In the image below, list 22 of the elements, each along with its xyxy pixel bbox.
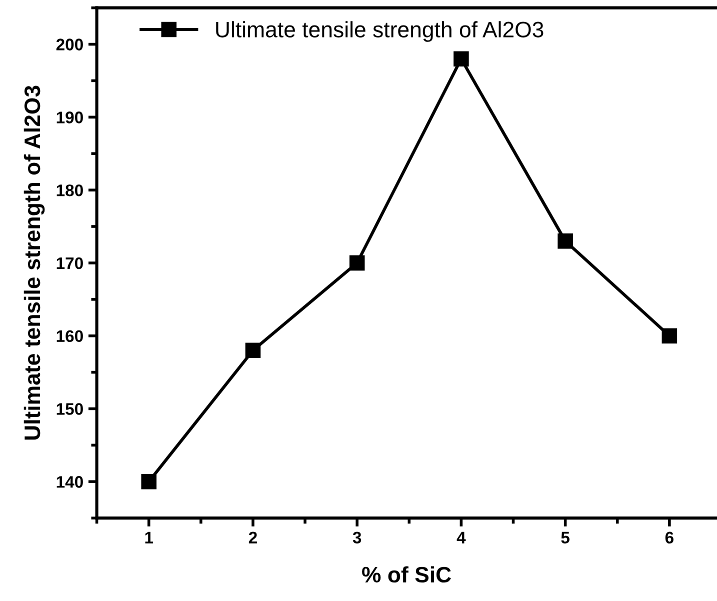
point <box>349 255 365 271</box>
x-tick-label: 5 <box>561 532 570 544</box>
y-tick-label: 160 <box>56 330 83 342</box>
x-tick-label: 3 <box>352 532 362 544</box>
y-axis-title: Ultimate tensile strength of Al2O3 <box>24 86 45 440</box>
legend-label: Ultimate tensile strength of Al2O3 <box>216 21 544 42</box>
point <box>454 51 469 66</box>
y-tick-label: 190 <box>56 112 83 124</box>
x-tick-label: 2 <box>248 532 257 544</box>
point <box>245 342 261 358</box>
point <box>558 233 573 249</box>
x-axis-title: % of SiC <box>362 566 451 583</box>
x-tick-label: 4 <box>456 532 466 544</box>
x-tick-label: 1 <box>145 532 154 544</box>
x-tick-label: 6 <box>665 532 674 544</box>
y-tick-label: 200 <box>56 38 83 50</box>
y-tick-label: 170 <box>56 257 83 270</box>
y-tick-label: 180 <box>56 184 83 196</box>
point <box>141 474 156 490</box>
y-tick-label: 150 <box>56 403 83 415</box>
point <box>662 328 678 344</box>
y-tick-label: 140 <box>56 476 83 488</box>
